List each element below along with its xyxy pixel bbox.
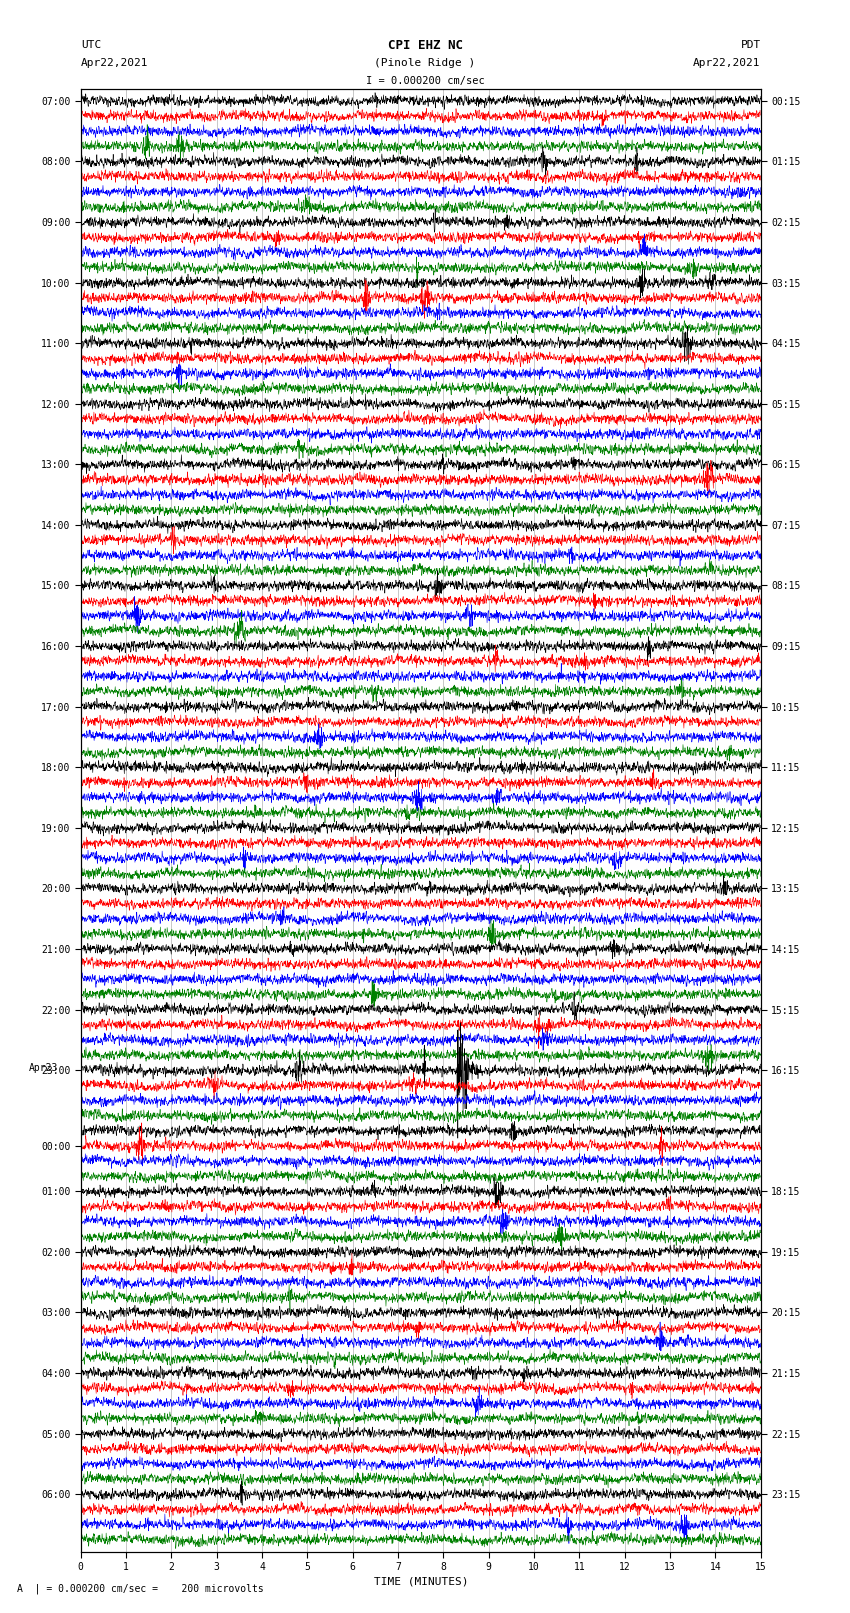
Text: PDT: PDT — [740, 40, 761, 50]
Text: A  | = 0.000200 cm/sec =    200 microvolts: A | = 0.000200 cm/sec = 200 microvolts — [17, 1584, 264, 1594]
Text: (Pinole Ridge ): (Pinole Ridge ) — [374, 58, 476, 68]
Text: CPI EHZ NC: CPI EHZ NC — [388, 39, 462, 52]
Text: I = 0.000200 cm/sec: I = 0.000200 cm/sec — [366, 76, 484, 85]
Text: Apr22,2021: Apr22,2021 — [81, 58, 148, 68]
Text: Apr22,2021: Apr22,2021 — [694, 58, 761, 68]
X-axis label: TIME (MINUTES): TIME (MINUTES) — [373, 1576, 468, 1586]
Text: UTC: UTC — [81, 40, 101, 50]
Text: Apr23: Apr23 — [29, 1063, 58, 1073]
